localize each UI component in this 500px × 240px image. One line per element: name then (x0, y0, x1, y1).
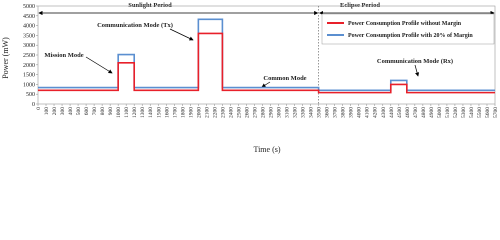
x-tick-label: 3800 (341, 107, 347, 118)
x-tick-label: 3900 (349, 107, 355, 118)
y-tick-label: 3500 (23, 33, 35, 39)
x-tick-label: 2300 (220, 107, 226, 118)
x-tick-label: 3300 (301, 107, 307, 118)
y-tick-label: 5000 (23, 4, 35, 10)
page: {"chart_data": {"type": "line", "x_label… (1, 2, 499, 154)
annotation-arrow (169, 28, 194, 41)
x-tick-label: 800 (100, 107, 106, 116)
x-tick-label: 5400 (469, 107, 475, 118)
x-tick-label: 1000 (116, 107, 122, 118)
y-axis-label: Power (mW) (1, 37, 10, 79)
chart: Power (mW) Time (s) Sunlight Period Ecli… (1, 2, 499, 154)
x-tick-label: 1300 (140, 107, 146, 118)
y-tick-label: 4500 (23, 14, 35, 20)
x-tick-label: 1600 (164, 107, 170, 118)
annotation: Mission Mode (44, 52, 83, 59)
x-tick-label: 2500 (236, 107, 242, 118)
x-tick-label: 3000 (277, 107, 283, 118)
x-tick-label: 4100 (365, 107, 371, 118)
x-tick-label: 600 (84, 107, 90, 116)
x-tick-label: 2400 (228, 107, 234, 118)
x-tick-label: 300 (60, 107, 66, 116)
x-axis-label: Time (s) (253, 145, 280, 154)
x-tick-label: 3500 (317, 107, 323, 118)
x-tick-label: 5600 (485, 107, 491, 118)
y-tick-label: 500 (26, 92, 35, 98)
x-tick-label: 1900 (188, 107, 194, 118)
x-tick-label: 1400 (148, 107, 154, 118)
annotation: Communication Mode (Tx) (97, 22, 173, 29)
x-tick-label: 200 (52, 107, 58, 116)
x-tick-label: 4200 (373, 107, 379, 118)
x-tick-label: 4800 (421, 107, 427, 118)
y-tick-label: 4000 (23, 24, 35, 30)
x-tick-label: 1700 (172, 107, 178, 118)
legend-label: Power Consumption Profile without Margin (348, 21, 462, 27)
x-tick-label: 5500 (477, 107, 483, 118)
x-tick-label: 500 (76, 107, 82, 116)
x-tick-label: 3700 (333, 107, 339, 118)
x-tick-label: 2900 (269, 107, 275, 118)
x-tick-label: 3100 (285, 107, 291, 118)
x-tick-label: 3400 (309, 107, 315, 118)
y-tick-label: 0 (32, 102, 35, 108)
x-tick-label: 3200 (293, 107, 299, 118)
annotation: Communication Mode (Rx) (377, 58, 453, 65)
x-tick-label: 5700 (493, 107, 499, 118)
y-tick-label: 1500 (23, 73, 35, 79)
x-tick-label: 2100 (204, 107, 210, 118)
annotation-arrow (85, 56, 113, 74)
x-tick-label: 1200 (132, 107, 138, 118)
annotation-arrow (414, 64, 420, 77)
x-tick-label: 100 (44, 107, 50, 116)
y-tick-label: 2500 (23, 53, 35, 59)
x-tick-label: 4700 (413, 107, 419, 118)
x-tick-label: 2800 (260, 107, 266, 118)
x-tick-label: 4900 (429, 107, 435, 118)
x-tick-label: 5100 (445, 107, 451, 118)
annotation: Common Mode (263, 75, 306, 82)
annotation-arrow (261, 81, 271, 88)
x-tick-label: 3600 (325, 107, 331, 118)
x-tick-label: 900 (108, 107, 114, 116)
legend-box (321, 13, 495, 45)
x-tick-label: 4400 (389, 107, 395, 118)
series-line (38, 32, 495, 94)
x-tick-label: 5000 (437, 107, 443, 118)
x-tick-label: 4300 (381, 107, 387, 118)
y-tick-label: 1000 (23, 82, 35, 88)
x-tick-label: 400 (68, 107, 74, 116)
x-tick-label: 2600 (244, 107, 250, 118)
x-tick-label: 5200 (453, 107, 459, 118)
y-tick-label: 3000 (23, 43, 35, 49)
x-tick-label: 0 (36, 107, 42, 110)
x-tick-label: 4500 (397, 107, 403, 118)
x-tick-label: 1100 (124, 107, 130, 118)
x-tick-label: 4000 (357, 107, 363, 118)
x-tick-label: 4600 (405, 107, 411, 118)
annotation: Eclipse Period (340, 2, 380, 9)
y-tick-label: 2000 (23, 63, 35, 69)
x-tick-label: 1500 (156, 107, 162, 118)
annotation: Sunlight Period (128, 2, 172, 9)
x-tick-label: 700 (92, 107, 98, 116)
x-tick-label: 2200 (212, 107, 218, 118)
legend-label: Power Consumption Profile with 20% of Ma… (348, 33, 473, 39)
x-tick-label: 1800 (180, 107, 186, 118)
x-tick-label: 2700 (252, 107, 258, 118)
x-tick-label: 5300 (461, 107, 467, 118)
x-tick-label: 2000 (196, 107, 202, 118)
